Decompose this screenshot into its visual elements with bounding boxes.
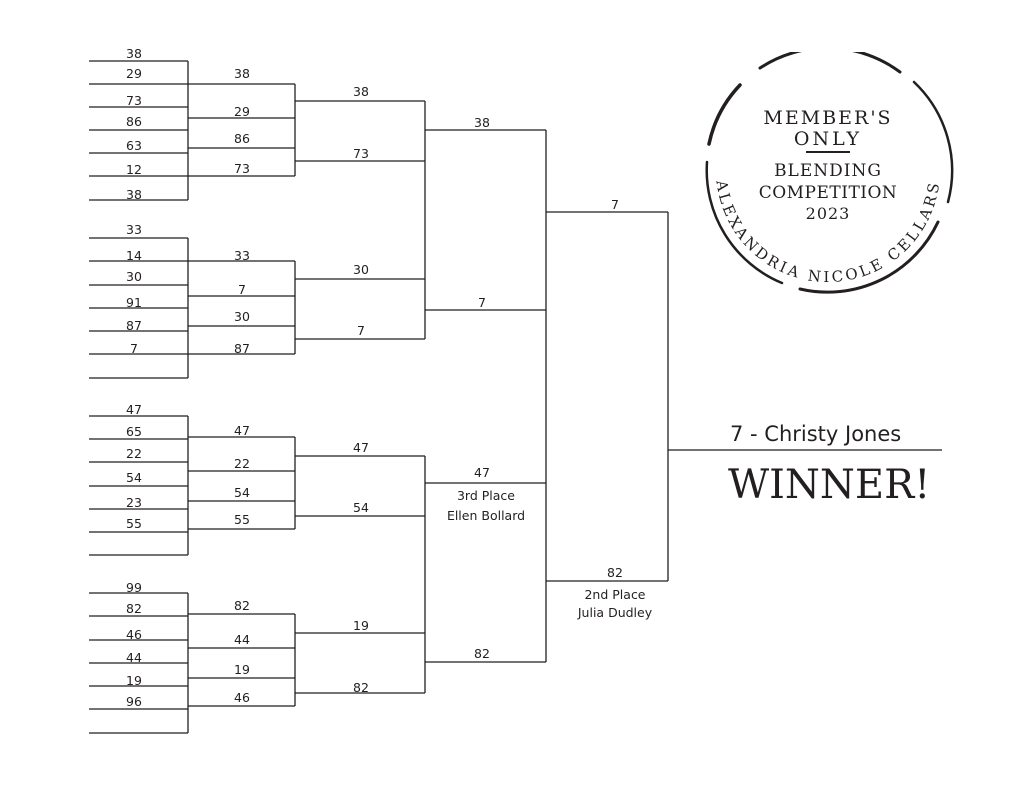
round2-entry: 44	[234, 632, 250, 647]
round1-entry: 22	[126, 446, 142, 461]
round1-entry: 96	[126, 694, 142, 709]
round1-entry: 91	[126, 295, 142, 310]
round1-entry: 46	[126, 627, 142, 642]
round1-entry: 87	[126, 318, 142, 333]
semifinal-entry: 7	[478, 295, 486, 310]
round2-entry: 47	[234, 423, 250, 438]
round1-entry: 63	[126, 138, 142, 153]
round2-entry: 38	[234, 66, 250, 81]
round1-entry: 12	[126, 162, 142, 177]
round3-entry: 38	[353, 84, 369, 99]
round2-entry: 19	[234, 662, 250, 677]
round1-entry: 7	[130, 341, 138, 356]
round1-entry: 55	[126, 516, 142, 531]
round2-entry: 7	[238, 282, 246, 297]
final-entry: 7	[611, 197, 619, 212]
third-place-name: Ellen Bollard	[447, 508, 525, 523]
winner-label: WINNER!	[728, 462, 931, 508]
semifinal-entry: 82	[474, 646, 490, 661]
round2-entry: 82	[234, 598, 250, 613]
round2-entry: 86	[234, 131, 250, 146]
logo-line-3: BLENDING	[774, 161, 882, 181]
round2-entry: 33	[234, 248, 250, 263]
round2-entry: 55	[234, 512, 250, 527]
round2-entry: 22	[234, 456, 250, 471]
round3-entry: 30	[353, 262, 369, 277]
second-place-label: 2nd Place	[584, 587, 645, 602]
round1-entry: 44	[126, 650, 142, 665]
round3-entry: 7	[357, 323, 365, 338]
round1-entry: 54	[126, 470, 142, 485]
logo-line-4: COMPETITION	[759, 183, 898, 203]
round2-entry: 87	[234, 341, 250, 356]
semifinal-entry: 38	[474, 115, 490, 130]
round2-entry: 30	[234, 309, 250, 324]
round3-entry: 54	[353, 500, 369, 515]
round1-entry: 38	[126, 187, 142, 202]
round1-entry: 82	[126, 601, 142, 616]
second-place-name: Julia Dudley	[577, 605, 653, 620]
round1-entry: 33	[126, 222, 142, 237]
round1-entry: 65	[126, 424, 142, 439]
round1-entry: 29	[126, 66, 142, 81]
round2-entry: 73	[234, 161, 250, 176]
competition-logo: MEMBER'S ONLY BLENDING COMPETITION 2023 …	[705, 52, 954, 294]
round1-entry: 23	[126, 495, 142, 510]
logo-line-2: ONLY	[794, 128, 862, 150]
round1-entry: 30	[126, 269, 142, 284]
round1-entry: 19	[126, 673, 142, 688]
round2-entry: 54	[234, 485, 250, 500]
round3-entry: 73	[353, 146, 369, 161]
round3-entry: 19	[353, 618, 369, 633]
round2-entry: 29	[234, 104, 250, 119]
round1-entry: 47	[126, 402, 142, 417]
champion-name: 7 - Christy Jones	[730, 422, 902, 446]
third-place-label: 3rd Place	[457, 488, 515, 503]
round1-entry: 38	[126, 46, 142, 61]
round1-entry: 73	[126, 93, 142, 108]
final-entry: 82	[607, 565, 623, 580]
logo-line-1: MEMBER'S	[763, 107, 892, 129]
round2-entry: 46	[234, 690, 250, 705]
round3-entry: 47	[353, 440, 369, 455]
round3-entry: 82	[353, 680, 369, 695]
round1-entry: 86	[126, 114, 142, 129]
semifinal-entry: 47	[474, 465, 490, 480]
round1-entry: 14	[126, 248, 142, 263]
round1-entry: 99	[126, 580, 142, 595]
logo-line-5: 2023	[806, 204, 851, 223]
